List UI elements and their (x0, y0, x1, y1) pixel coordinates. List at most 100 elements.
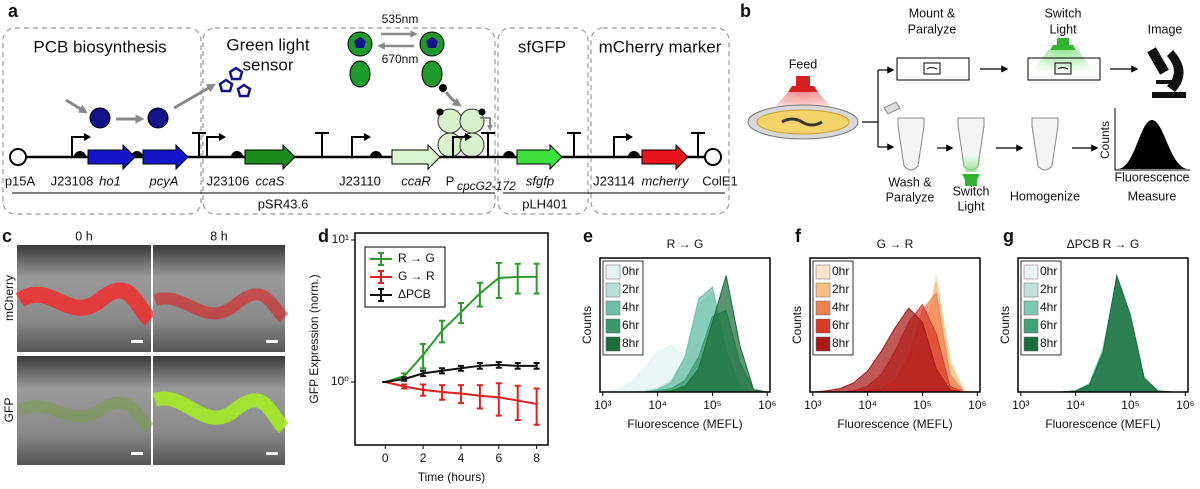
x-tick-label: 10⁶ (968, 398, 986, 412)
chart: f G → R Fluorescence (MEFL) Counts 10³ 10⁴ 10⁵… (790, 226, 986, 431)
part-label: pcyA (149, 173, 179, 188)
panel-label: d (318, 226, 329, 246)
legend-swatch (370, 252, 392, 266)
part-label: J23114 (593, 173, 635, 188)
pcb-molecules (236, 83, 252, 98)
panel-label: a (8, 1, 19, 21)
x-tick-label: 8 (533, 451, 540, 465)
scale-bar (131, 452, 143, 455)
legend-label: 8hr (622, 336, 639, 350)
plot-axes (1114, 108, 1190, 171)
microscope (1167, 50, 1184, 92)
y-tick-label: 10¹ (332, 232, 349, 246)
ccas-sensor (347, 31, 447, 92)
error-cap (439, 367, 446, 375)
gene-ccas (244, 143, 296, 171)
terminators (481, 132, 495, 157)
legend-label: 8hr (832, 336, 849, 350)
rbs (74, 151, 640, 157)
coverslip (923, 62, 941, 75)
y-tick-label: 10⁰ (331, 374, 349, 388)
gene-pcya (142, 143, 189, 171)
coverslip (1054, 62, 1072, 75)
part-label: cpcG2-172 (457, 179, 516, 193)
pcb-molecules (228, 66, 244, 81)
promoter-heads (219, 133, 226, 141)
activation-arrow (480, 117, 493, 131)
micrograph (17, 396, 155, 433)
gene-ccar (391, 143, 441, 171)
x-tick-label: 4 (458, 451, 465, 465)
y-axis-label: Counts (998, 306, 1012, 344)
x-tick-label: 10⁴ (648, 398, 667, 412)
legend-label: ΔPCB (398, 287, 431, 301)
x-tick-label: 10⁶ (758, 398, 776, 412)
error-cap (476, 384, 483, 410)
promoter-heads (84, 133, 633, 141)
step-label: Light (957, 199, 985, 213)
rbs (74, 151, 86, 157)
worm (926, 67, 938, 70)
rbs (370, 151, 382, 157)
plot-frame (354, 232, 549, 446)
panel-a: a PCB biosynthesis Green light sensor sf… (2, 1, 738, 215)
ccas-sensor (439, 84, 447, 92)
x-tick-label: 10³ (804, 398, 821, 412)
promoters (452, 136, 465, 157)
legend-label: 2hr (1040, 282, 1057, 296)
rbs (503, 151, 515, 157)
legend-swatch (815, 336, 831, 352)
error-cap (533, 362, 540, 370)
chart-title: G → R (877, 237, 914, 251)
micrograph (152, 391, 290, 434)
module-title: mCherry marker (599, 37, 722, 56)
panel-label: c (2, 226, 12, 246)
slide (896, 57, 970, 81)
pcb-molecules (218, 78, 234, 93)
gene-ho1 (87, 143, 136, 171)
scale-bar (131, 340, 278, 455)
legend-swatch (370, 288, 392, 302)
promoter-heads (465, 133, 472, 141)
part-label: mcherry (642, 173, 690, 188)
panel-label: b (740, 1, 751, 21)
panel-b: b Feed Mount & Paralyze Switch Light Ima… (740, 1, 1190, 213)
x-tick-label: 0 (382, 451, 389, 465)
x-tick-label: 10³ (594, 398, 611, 412)
legend-swatch (815, 282, 831, 298)
terminators (192, 132, 705, 157)
scale-bar (131, 340, 143, 343)
error-cap (476, 362, 483, 370)
green-lamp (1050, 38, 1076, 50)
module-title: sfGFP (518, 37, 566, 56)
x-axis-label: Fluorescence (MEFL) (837, 417, 952, 431)
origin (9, 148, 27, 166)
metabolite (147, 107, 169, 129)
step-label: Paralyze (908, 22, 957, 36)
legend-label: 6hr (622, 318, 639, 332)
error-cap (495, 261, 502, 300)
step-label: Wash & (888, 175, 932, 189)
legend-swatch (370, 270, 392, 284)
legend-swatch (1023, 264, 1039, 280)
module-title: sensor (242, 55, 293, 74)
panel-label: g (1003, 226, 1014, 246)
tube (1031, 117, 1059, 171)
channel-label: mCherry (2, 275, 16, 321)
terminators (567, 132, 581, 157)
ccas-sensor (354, 37, 366, 48)
scale-bar (266, 452, 278, 455)
legend-swatch (605, 282, 621, 298)
error-cap (439, 384, 446, 401)
ccas-sensor (426, 37, 438, 48)
worm (781, 117, 823, 127)
legend-swatch (815, 300, 831, 316)
chart-title: ΔPCB R → G (1067, 237, 1140, 251)
error-cap (533, 262, 540, 295)
legend-label: 0hr (832, 264, 849, 278)
legend-label: 2hr (622, 282, 639, 296)
error-cap (439, 319, 446, 344)
module-box (590, 27, 730, 215)
error-cap (457, 301, 464, 325)
